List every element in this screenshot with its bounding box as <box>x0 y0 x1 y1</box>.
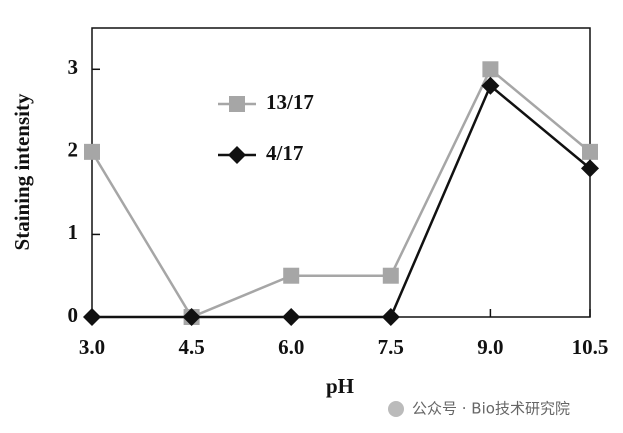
marker <box>581 159 599 178</box>
marker <box>83 308 101 326</box>
series-line <box>90 67 591 319</box>
x-tick-label: 9.0 <box>477 335 503 359</box>
marker <box>282 308 301 326</box>
marker <box>229 96 245 112</box>
marker <box>228 146 246 164</box>
watermark-icon <box>388 401 404 417</box>
marker <box>382 267 399 284</box>
marker <box>482 61 499 78</box>
legend-label: 13/17 <box>266 90 314 114</box>
x-tick-label: 4.5 <box>178 335 204 359</box>
x-axis-label: pH <box>326 374 354 398</box>
x-tick-label: 10.5 <box>572 335 609 359</box>
y-axis-label: Staining intensity <box>10 93 34 250</box>
series-line <box>92 83 591 319</box>
x-tick-label: 3.0 <box>79 335 105 359</box>
y-tick-label: 0 <box>68 303 79 327</box>
y-tick-label: 3 <box>68 55 79 79</box>
x-tick-label: 6.0 <box>278 335 304 359</box>
x-tick-label: 7.5 <box>378 335 404 359</box>
legend-label: 4/17 <box>266 141 303 165</box>
marker <box>84 143 100 160</box>
watermark: 公众号 · Bio技术研究院 <box>412 400 570 418</box>
y-tick-label: 2 <box>68 138 79 162</box>
marker <box>582 143 598 160</box>
marker <box>381 308 400 326</box>
marker <box>182 308 201 326</box>
marker <box>283 267 300 284</box>
marker <box>481 76 500 95</box>
y-tick-label: 1 <box>68 220 79 244</box>
